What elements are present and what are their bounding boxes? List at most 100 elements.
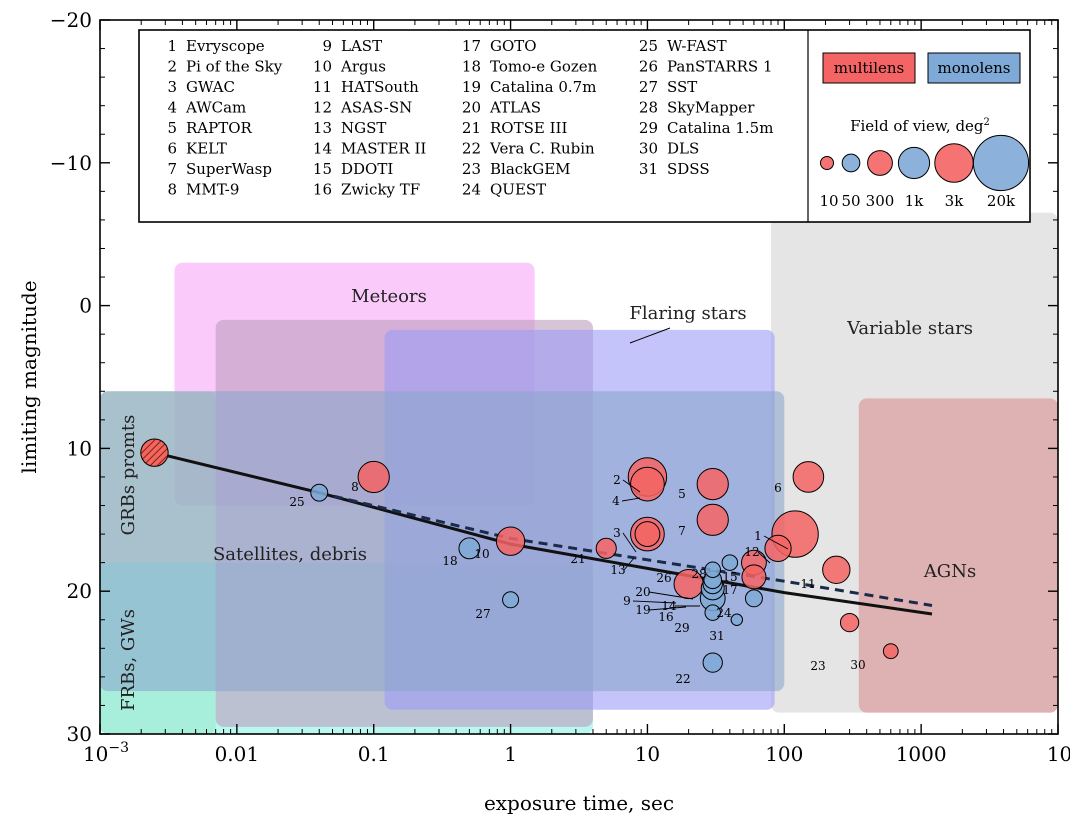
fov-legend-circle-1k [897, 146, 931, 180]
trend-line-dashed [318, 491, 933, 607]
legend-entry-29: 29 Catalina 1.5m [639, 119, 774, 137]
legend-entry-11: 11 HATSouth [313, 78, 419, 96]
legend-entry-30: 30 DLS [639, 140, 699, 158]
point-label-13: 13 [610, 563, 625, 577]
point-label-16: 16 [658, 610, 673, 624]
point-28 [721, 554, 739, 571]
legend-entry-22: 22 Vera C. Rubin [462, 140, 595, 158]
legend-entry-name: Zwicky TF [341, 181, 420, 199]
legend-entry-number: 7 [167, 160, 177, 178]
legend-entry-name: W-FAST [667, 37, 727, 55]
point-label-17: 17 [722, 583, 737, 597]
legend-entry-number: 24 [462, 181, 481, 199]
point-label-29: 29 [674, 621, 689, 635]
point-leader-3 [622, 532, 637, 553]
point-leader-9 [632, 600, 677, 604]
legend-entry-number: 19 [462, 78, 481, 96]
point-12 [764, 534, 792, 562]
legend-entry-number: 6 [167, 140, 177, 158]
x-tick-label: 0.01 [215, 742, 260, 766]
legend-entry-name: LAST [341, 37, 382, 55]
legend-entry-number: 30 [639, 140, 658, 158]
legend-entry-10: 10 Argus [313, 58, 386, 76]
point-5 [696, 467, 729, 501]
point-label-8: 8 [351, 480, 359, 494]
point-leader-1 [763, 535, 789, 550]
fov-legend-circle-50 [841, 153, 861, 173]
legend-entry-name: ATLAS [489, 99, 541, 117]
legend-key-monolens [927, 52, 1021, 84]
legend-entry-19: 19 Catalina 0.7m [462, 78, 597, 96]
legend-entry-name: MASTER II [341, 140, 426, 158]
legend-entry-number: 4 [167, 99, 177, 117]
point-label-5: 5 [678, 487, 686, 501]
point-label-27: 27 [475, 607, 490, 621]
legend-entry-name: AWCam [185, 99, 246, 117]
legend-entry-number: 22 [462, 140, 481, 158]
point-leader-4 [621, 497, 641, 502]
point-leader-12 [757, 551, 771, 564]
legend-entry-21: 21 ROTSE III [462, 119, 568, 137]
point-label-24: 24 [716, 606, 732, 620]
y-tick-label: 30 [67, 722, 92, 746]
legend-entry-number: 27 [639, 78, 658, 96]
legend-entry-name: HATSouth [341, 78, 419, 96]
legend-entry-number: 31 [639, 160, 658, 178]
point-8 [357, 460, 390, 494]
point-26 [704, 561, 721, 579]
legend-entry-number: 1 [167, 37, 177, 55]
legend-entry-6: 6 KELT [167, 140, 226, 158]
point-label-31: 31 [709, 629, 724, 643]
legend-entry-number: 23 [462, 160, 481, 178]
legend-entry-name: MMT-9 [186, 181, 239, 199]
fov-legend-circle-20k [972, 134, 1030, 192]
region-agns [858, 398, 1058, 713]
legend: 1 Evryscope 2 Pi of the Sky 3 GWAC 4 AWCam 5 RAPT… [138, 29, 1031, 223]
fov-legend-circle-10 [819, 155, 835, 171]
legend-entry-name: SuperWasp [186, 160, 272, 178]
y-axis-ticks: −20 −10 0 10 20 30 [50, 8, 1058, 746]
legend-entry-name: BlackGEM [490, 160, 571, 178]
legend-entry-15: 15 DDOTI [313, 160, 393, 178]
legend-entry-number: 28 [639, 99, 658, 117]
legend-entry-number: 9 [322, 37, 332, 55]
legend-entry-number: 11 [313, 78, 332, 96]
x-tick-label: 100 [765, 742, 803, 766]
y-tick-label: 0 [79, 294, 92, 318]
fov-legend-label-300: 300 [866, 192, 895, 210]
legend-entry-25: 25 W-FAST [639, 37, 727, 55]
legend-entry-name: Pi of the Sky [186, 58, 283, 76]
x-tick-label: 10 [635, 742, 660, 766]
legend-entry-8: 8 MMT-9 [167, 181, 239, 199]
y-axis-label: limiting magnitude [17, 280, 41, 473]
legend-entry-number: 18 [462, 58, 481, 76]
fov-legend-label-1k: 1k [905, 192, 925, 210]
legend-entry-9: 9 LAST [322, 37, 382, 55]
point-leader-20 [648, 591, 694, 600]
point-label-9: 9 [623, 594, 631, 608]
point-label-2: 2 [613, 473, 621, 487]
region-label-satellites-debris: Satellites, debris [213, 544, 367, 565]
point-label-1: 1 [754, 529, 762, 543]
legend-entry-number: 2 [167, 58, 177, 76]
point-grb [140, 438, 169, 467]
legend-entry-number: 13 [313, 119, 332, 137]
point-7 [696, 503, 729, 536]
legend-entry-name: GOTO [490, 37, 537, 55]
point-label-15: 15 [722, 570, 737, 584]
point-label-12: 12 [744, 545, 759, 559]
x-tick-label: 1 [504, 742, 517, 766]
fov-legend-title: Field of view, deg2 [850, 117, 990, 135]
data-points [140, 438, 899, 673]
legend-entry-24: 24 QUEST [462, 181, 546, 199]
flaring-stars-pointer [629, 327, 671, 344]
point-label-10: 10 [474, 547, 489, 561]
region-label-flaring-stars: Flaring stars [629, 303, 746, 324]
point-label-18: 18 [442, 554, 457, 568]
legend-entry-number: 14 [313, 140, 332, 158]
legend-entry-name: ASAS-SN [340, 99, 412, 117]
point-leader-2 [622, 479, 641, 493]
point-label-30: 30 [850, 658, 865, 672]
point-label-11: 11 [800, 577, 815, 591]
point-23 [839, 612, 860, 633]
